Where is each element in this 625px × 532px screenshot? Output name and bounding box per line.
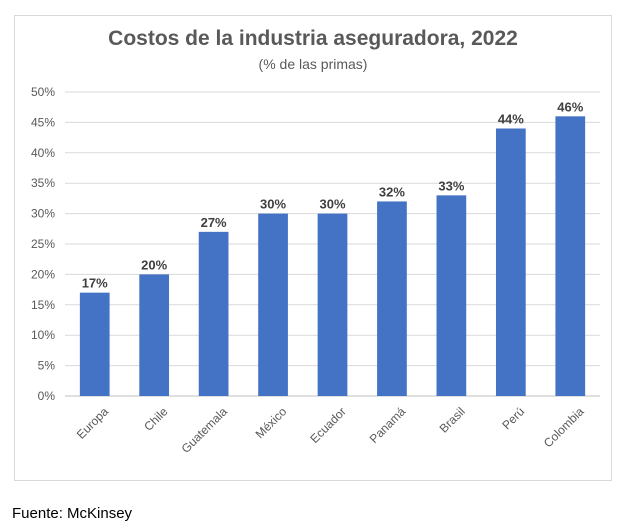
bar-colombia [555,116,586,396]
y-tick-label: 50% [31,85,55,99]
chart-subtitle: (% de las primas) [258,56,368,72]
x-tick-label: Europa [74,404,111,441]
x-tick-label: México [253,404,290,441]
y-tick-label: 10% [31,328,55,342]
data-label: 27% [201,215,227,230]
bar-perú [495,128,526,397]
data-label: 17% [82,276,108,291]
bar-brasil [436,195,467,396]
bar-méxico [258,213,288,396]
data-label: 46% [557,99,583,114]
data-label: 20% [141,257,167,272]
x-tick-label: Ecuador [307,404,349,446]
y-tick-label: 20% [31,267,55,281]
data-labels: 17% 20% 27% 30% 30% 32% 33% 44% 46% [82,99,584,290]
y-tick-label: 30% [31,207,55,221]
x-tick-label: Chile [141,404,170,433]
bar-panamá [377,201,407,396]
y-tick-label: 25% [31,237,55,251]
y-tick-label: 45% [31,115,55,129]
bar-guatemala [198,231,229,396]
data-label: 30% [260,197,286,212]
x-tick-label: Brasil [437,404,468,435]
y-tick-label: 35% [31,176,55,190]
data-label: 33% [438,178,464,193]
bar-europa [79,292,110,396]
data-label: 30% [319,197,345,212]
x-tick-label: Panamá [367,404,409,446]
y-tick-label: 0% [38,389,56,403]
x-axis-ticks: Europa Chile Guatemala México Ecuador Panamá B… [74,404,587,456]
source-note: Fuente: McKinsey [12,505,133,522]
x-tick-label: Colombia [541,404,587,450]
x-tick-label: Perú [499,404,527,432]
x-tick-label: Guatemala [179,404,231,456]
bar-ecuador [317,213,348,396]
y-axis-ticks: 0% 5% 10% 15% 20% 25% 30% 35% 40% 45% 50% [31,85,55,403]
chart-title: Costos de la industria aseguradora, 2022 [108,27,518,50]
bars [79,116,586,397]
data-label: 44% [498,111,524,126]
y-tick-label: 5% [38,359,56,373]
y-tick-label: 40% [31,146,55,160]
bar-chile [139,274,170,396]
bar-chart: 0% 5% 10% 15% 20% 25% 30% 35% 40% 45% 50% 17% 20% 27… [31,85,600,456]
y-tick-label: 15% [31,298,55,312]
data-label: 32% [379,184,405,199]
